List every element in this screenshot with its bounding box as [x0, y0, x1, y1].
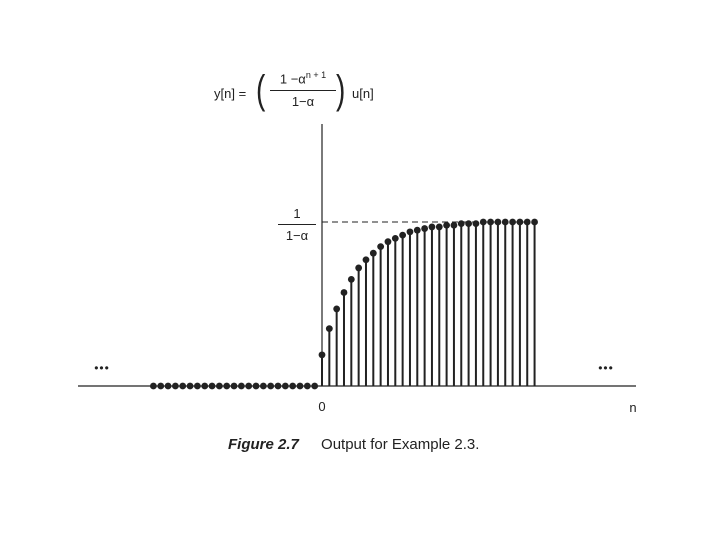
stem-point [259, 382, 267, 390]
left-paren: ( [255, 68, 266, 112]
stem-point [252, 382, 260, 390]
stem-point [421, 225, 429, 232]
caption-text: Output for Example 2.3. [321, 436, 480, 453]
stem-point [435, 223, 443, 231]
stem-point [215, 382, 223, 390]
stem-point [384, 238, 392, 246]
stem-point [362, 256, 370, 264]
formula-fraction: 1 −αn + 1 1−α [270, 70, 336, 109]
stem-point [208, 382, 216, 390]
ellipsis-left: ••• [94, 361, 110, 375]
stem-point [501, 218, 509, 226]
stem-point [193, 382, 201, 390]
formula-denominator: 1−α [291, 94, 315, 110]
stem-point [223, 382, 231, 390]
stem-point [494, 218, 502, 226]
formula-numerator: 1 −αn + 1 [270, 70, 336, 86]
stem-point [150, 382, 157, 390]
stem-point [172, 382, 179, 390]
stem-point [333, 305, 341, 313]
stem-series [150, 218, 538, 390]
stem-point [355, 264, 363, 272]
stem-point [303, 382, 311, 390]
stem-point [340, 289, 348, 296]
stem-point [245, 382, 253, 390]
x-axis-label: n [629, 400, 636, 415]
stem-point [186, 382, 194, 390]
stem-point [164, 382, 172, 390]
stem-point [472, 220, 480, 228]
stem-point [406, 228, 414, 236]
stem-point [296, 382, 304, 390]
stem-point [531, 218, 538, 226]
right-paren: ) [335, 68, 346, 112]
stem-point [377, 243, 385, 251]
y-tick-denominator: 1−α [285, 228, 309, 243]
y-tick-label: 1 1−α [272, 206, 322, 243]
formula-rhs: u[n] [352, 86, 374, 101]
stem-point [413, 226, 421, 234]
stem-point [391, 235, 399, 242]
stem-point [281, 382, 289, 390]
stem-point [509, 218, 516, 226]
stem-point [237, 382, 245, 390]
stem-point [465, 220, 472, 228]
stem-point [325, 325, 333, 332]
y-tick-fraction-bar [278, 224, 316, 225]
fraction-bar [270, 90, 336, 92]
figure-caption: Figure 2.7 Output for Example 2.3. [228, 436, 479, 453]
axes [78, 124, 636, 387]
numerator-exponent: n + 1 [305, 70, 327, 80]
stem-point [428, 223, 436, 231]
formula-lhs: y[n] = [214, 86, 247, 101]
stem-point [318, 351, 326, 359]
stem-point [157, 382, 165, 390]
stem-point [443, 221, 451, 229]
stem-point [311, 382, 319, 390]
stem-point [289, 382, 297, 390]
stem-point [450, 221, 458, 229]
stem-point [369, 249, 377, 257]
stem-point [399, 231, 407, 239]
stem-point [347, 276, 355, 283]
axis-labels: 0 n ••• ••• [94, 361, 636, 415]
ellipsis-right: ••• [598, 361, 614, 375]
stem-point [516, 218, 524, 226]
stem-point [201, 382, 209, 390]
stem-point [523, 218, 531, 226]
y-tick-numerator: 1 [293, 206, 301, 221]
stem-point [179, 382, 187, 390]
stem-point [230, 382, 238, 390]
stem-point [479, 218, 487, 226]
numerator-text: 1 −α [279, 71, 306, 87]
stem-point [457, 220, 465, 228]
stem-point [487, 218, 494, 226]
stem-point [267, 382, 275, 390]
caption-label: Figure 2.7 [228, 436, 299, 453]
stem-point [274, 382, 282, 390]
x-tick-label: 0 [318, 399, 325, 414]
